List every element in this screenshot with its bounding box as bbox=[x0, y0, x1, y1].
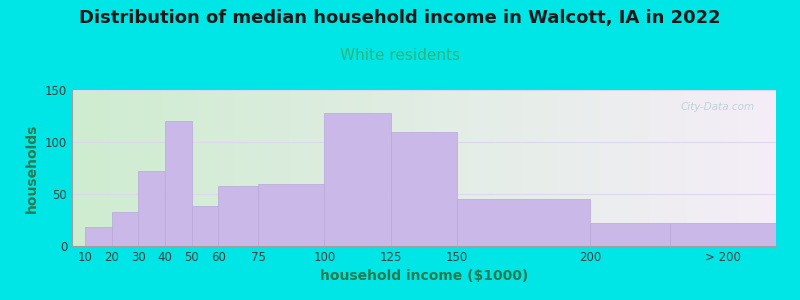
Bar bbox=[590, 223, 670, 246]
Text: City-Data.com: City-Data.com bbox=[681, 103, 755, 112]
Bar bbox=[670, 223, 776, 246]
Bar bbox=[86, 227, 112, 246]
Y-axis label: households: households bbox=[26, 123, 39, 213]
Bar bbox=[218, 186, 258, 246]
Bar bbox=[191, 206, 218, 246]
Text: Distribution of median household income in Walcott, IA in 2022: Distribution of median household income … bbox=[79, 9, 721, 27]
X-axis label: household income ($1000): household income ($1000) bbox=[320, 269, 528, 284]
Bar bbox=[390, 132, 458, 246]
Bar bbox=[258, 184, 324, 246]
Bar bbox=[165, 121, 191, 246]
Bar bbox=[324, 113, 390, 246]
Bar bbox=[458, 199, 590, 246]
Text: White residents: White residents bbox=[340, 48, 460, 63]
Bar bbox=[138, 171, 165, 246]
Bar bbox=[112, 212, 138, 246]
